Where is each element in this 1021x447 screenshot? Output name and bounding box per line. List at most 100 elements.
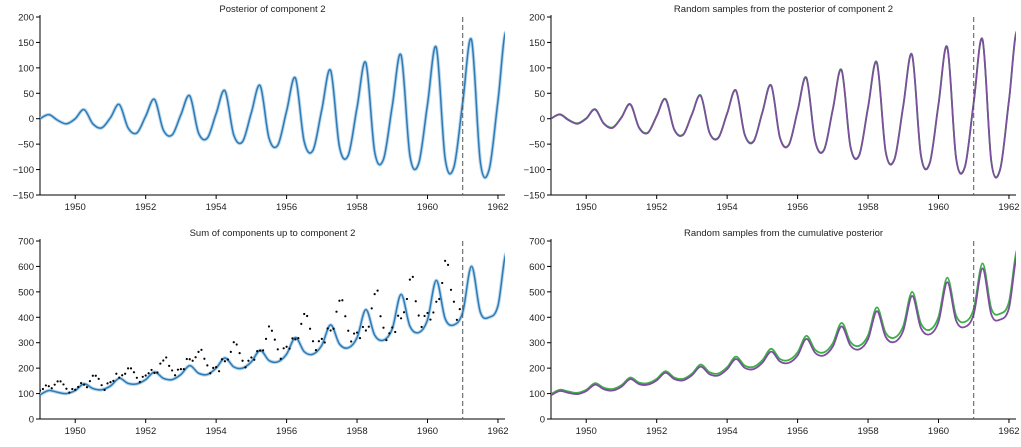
y-tick-label: 200 [18,364,34,375]
observation-point [420,325,423,329]
chart-samples-cumulative-posterior: Random samples from the cumulative poste… [511,224,1021,447]
observation-point [276,348,279,351]
observation-point [171,369,174,372]
observation-point [77,385,80,389]
observation-point [405,297,409,301]
observation-point [97,377,100,380]
y-tick-label: −100 [524,165,545,176]
observation-point [326,327,329,330]
observation-point [179,368,183,371]
observation-point [414,300,417,303]
observation-point [235,343,238,346]
observation-point [241,359,244,362]
observation-point [200,348,203,351]
y-tick-label: 150 [18,38,34,49]
observation-point [347,329,350,332]
observation-point [62,383,65,386]
y-tick-label: 50 [534,89,545,100]
observation-point [162,359,165,362]
observation-point [370,307,373,310]
observation-point [320,337,323,340]
plot-area [551,250,1016,397]
observation-point [229,350,232,353]
observation-point [262,349,265,352]
observation-point [253,358,256,361]
observation-point [238,352,241,355]
observation-point [217,370,221,373]
y-tick-label: 200 [18,13,34,24]
plot-area [551,30,1016,179]
y-tick-label: 0 [540,415,545,426]
y-tick-label: 50 [23,89,34,100]
observation-point [314,348,318,352]
observation-point [71,387,74,391]
observation-point [444,259,447,262]
x-tick-label: 1952 [135,202,156,213]
x-tick-label: 1962 [998,426,1019,437]
observation-point [455,318,458,321]
y-tick-label: 150 [529,38,545,49]
observation-point [150,368,153,372]
observation-point [391,326,394,329]
observation-point [185,357,188,361]
observation-point [138,380,141,383]
x-tick-label: 1956 [787,426,808,437]
x-tick-label: 1958 [857,202,878,213]
y-tick-label: −50 [529,140,545,151]
observation-point [203,357,206,360]
x-tick-label: 1952 [135,426,156,437]
observation-point [379,315,382,318]
observation-point [156,371,159,374]
y-tick-label: 700 [18,237,34,248]
observation-point [74,388,77,391]
observation-point [338,299,341,302]
observation-point [220,358,224,361]
observation-point [135,376,138,379]
observation-point [144,374,147,377]
y-tick-label: 100 [529,63,545,74]
observation-point [438,297,441,301]
observation-point [106,382,109,385]
observation-point [176,368,180,371]
observation-point [353,332,356,335]
observation-point [279,357,282,360]
x-tick-label: 1954 [717,202,738,213]
observation-point [350,340,353,343]
observation-point [94,374,97,377]
x-tick-label: 1954 [717,426,738,437]
y-tick-label: 0 [540,114,545,125]
observation-point [355,331,359,334]
observation-point [308,327,312,330]
observation-point [458,308,461,311]
chart-2-svg: Sum of components up to component 2 0 100 2… [18,228,508,437]
observation-point [323,341,326,344]
y-tick-label: −50 [18,140,34,151]
x-tick-label: 1962 [487,426,508,437]
observation-point [124,372,127,375]
y-tick-label: 400 [18,313,34,324]
observation-point [173,374,177,377]
posterior-mean-line [40,32,505,179]
observation-point [115,372,118,375]
observation-point [118,376,121,379]
chart-sum-components-up-to-2: Sum of components up to component 2 0 100 2… [0,224,510,447]
y-tick-label: 600 [18,262,34,273]
observation-point [223,360,227,363]
y-tick-label: 0 [29,415,34,426]
x-tick-label: 1958 [346,202,367,213]
x-tick-label: 1956 [787,202,808,213]
observation-point [273,338,276,341]
observation-point [335,310,338,313]
observation-point [194,356,197,359]
observation-point [385,339,388,342]
observation-point [91,374,94,377]
observation-point [59,380,62,383]
observation-point [367,325,370,328]
x-tick-label: 1956 [276,426,297,437]
x-tick-label: 1958 [346,426,367,437]
chart-title: Posterior of component 2 [219,4,325,15]
y-tick-label: 500 [529,287,545,298]
observation-point [53,383,56,386]
observation-point [82,383,86,386]
observation-point [311,340,315,343]
